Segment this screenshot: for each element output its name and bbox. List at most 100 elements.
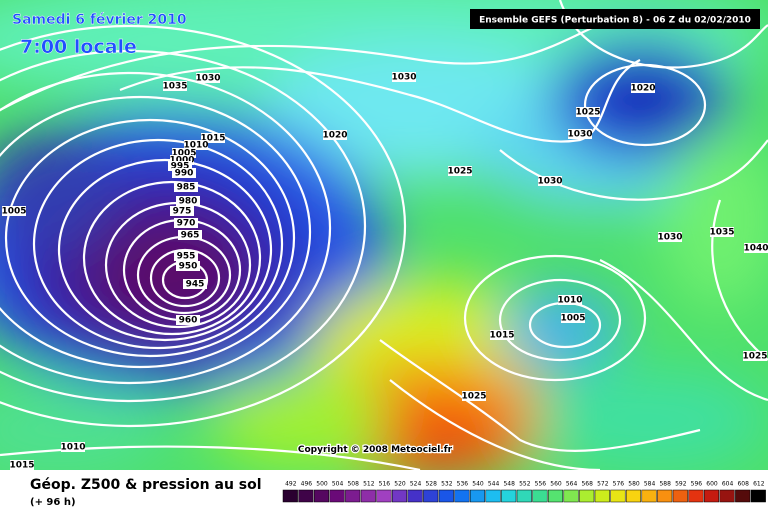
label-bg xyxy=(710,227,734,237)
scale-swatch xyxy=(735,489,751,503)
label-bg xyxy=(174,218,198,228)
time-label: 7:00 locale xyxy=(20,36,137,58)
scale-label: 572 xyxy=(597,481,609,488)
scale-label: 544 xyxy=(488,481,500,488)
color-scale: 492 496 500 504 508 512 516 520 524 528 532 536 540 5… xyxy=(282,481,766,503)
label-bg xyxy=(658,232,682,242)
scale-swatch xyxy=(501,489,517,503)
scale-swatch xyxy=(407,489,423,503)
scale-label: 592 xyxy=(675,481,687,488)
label-bg xyxy=(323,130,347,140)
label-bg xyxy=(568,129,592,139)
isobar-label: 1020 xyxy=(630,84,655,94)
scale-label: 536 xyxy=(457,481,469,488)
label-bg xyxy=(176,315,200,325)
isobar xyxy=(0,49,367,403)
legend-lead: (+ 96 h) xyxy=(30,497,76,508)
scale-swatch xyxy=(516,489,532,503)
isobar xyxy=(57,158,273,342)
isobar-label: 1015 xyxy=(489,331,514,341)
isobar-label: 1025 xyxy=(742,352,767,362)
label-bg xyxy=(168,161,192,171)
isobar xyxy=(0,445,421,470)
scale-label: 576 xyxy=(613,481,625,488)
isobar-label: 1005 xyxy=(171,149,196,159)
isobar xyxy=(0,95,312,369)
isobar xyxy=(0,71,332,385)
label-bg xyxy=(561,313,585,323)
isobar xyxy=(463,254,647,382)
label-bg xyxy=(174,182,198,192)
scale-swatch xyxy=(469,489,486,503)
isobar-label: 1005 xyxy=(1,207,26,217)
isobar-label: 1000 xyxy=(169,156,194,166)
scale-swatch xyxy=(641,489,657,503)
scale-label: 580 xyxy=(628,481,640,488)
scale-label: 604 xyxy=(722,481,734,488)
label-bg xyxy=(2,206,26,216)
isobar xyxy=(389,379,601,470)
isobar-label: 950 xyxy=(179,262,198,272)
isobar-label: 1030 xyxy=(391,73,416,83)
isobar xyxy=(558,0,768,69)
scale-swatch xyxy=(345,489,361,503)
isobar xyxy=(82,180,262,336)
isobar xyxy=(711,199,768,361)
scale-swatch xyxy=(376,489,392,503)
scale-label: 532 xyxy=(441,481,453,488)
isobar xyxy=(0,24,407,428)
isobar-label: 1025 xyxy=(575,108,600,118)
scale-label: 564 xyxy=(566,481,578,488)
scale-swatch xyxy=(532,489,548,503)
model-info: Ensemble GEFS (Perturbation 8) - 06 Z du… xyxy=(479,16,751,26)
isobar-label: 970 xyxy=(177,219,196,229)
scale-label: 612 xyxy=(753,481,765,488)
label-bg xyxy=(392,72,416,82)
scale-label: 508 xyxy=(347,481,359,488)
isobar-label: 1035 xyxy=(709,228,734,238)
label-bg xyxy=(163,81,187,91)
isobar-label: 1005 xyxy=(560,314,585,324)
scale-swatch xyxy=(485,489,501,503)
scale-swatch xyxy=(391,489,408,503)
model-banner xyxy=(470,9,760,29)
isobar xyxy=(498,278,622,362)
label-bg xyxy=(196,73,220,83)
isobar-label: 1010 xyxy=(557,296,582,306)
isobar xyxy=(4,118,296,358)
isobar-label: 1025 xyxy=(461,392,486,402)
label-bg xyxy=(176,261,200,271)
label-bg xyxy=(201,133,225,143)
scale-swatch xyxy=(282,489,298,503)
isobar xyxy=(379,339,701,452)
scale-swatch xyxy=(454,489,470,503)
scale-swatch xyxy=(438,489,454,503)
scale-swatch xyxy=(594,489,610,503)
scale-label: 520 xyxy=(394,481,406,488)
scale-label: 496 xyxy=(301,481,313,488)
scale-swatch xyxy=(610,489,626,503)
scale-label: 568 xyxy=(581,481,593,488)
isobar-label: 1030 xyxy=(657,233,682,243)
label-bg xyxy=(538,176,562,186)
scale-swatch xyxy=(313,489,330,503)
scale-label: 512 xyxy=(363,481,375,488)
copyright: Copyright © 2008 Meteociel.fr xyxy=(298,445,453,455)
scale-swatch xyxy=(423,489,439,503)
scale-swatch xyxy=(750,489,766,503)
label-bg xyxy=(172,168,196,178)
isobar-label: 995 xyxy=(171,162,190,172)
label-bg xyxy=(558,295,582,305)
label-bg xyxy=(178,230,202,240)
scale-swatch xyxy=(329,489,345,503)
isobar-label: 1030 xyxy=(567,130,592,140)
scale-label: 516 xyxy=(379,481,391,488)
isobar xyxy=(599,259,768,402)
isobar-label: 965 xyxy=(181,231,200,241)
isobar-label: 980 xyxy=(179,197,198,207)
isobar-label: 1035 xyxy=(162,82,187,92)
label-bg xyxy=(170,155,194,165)
